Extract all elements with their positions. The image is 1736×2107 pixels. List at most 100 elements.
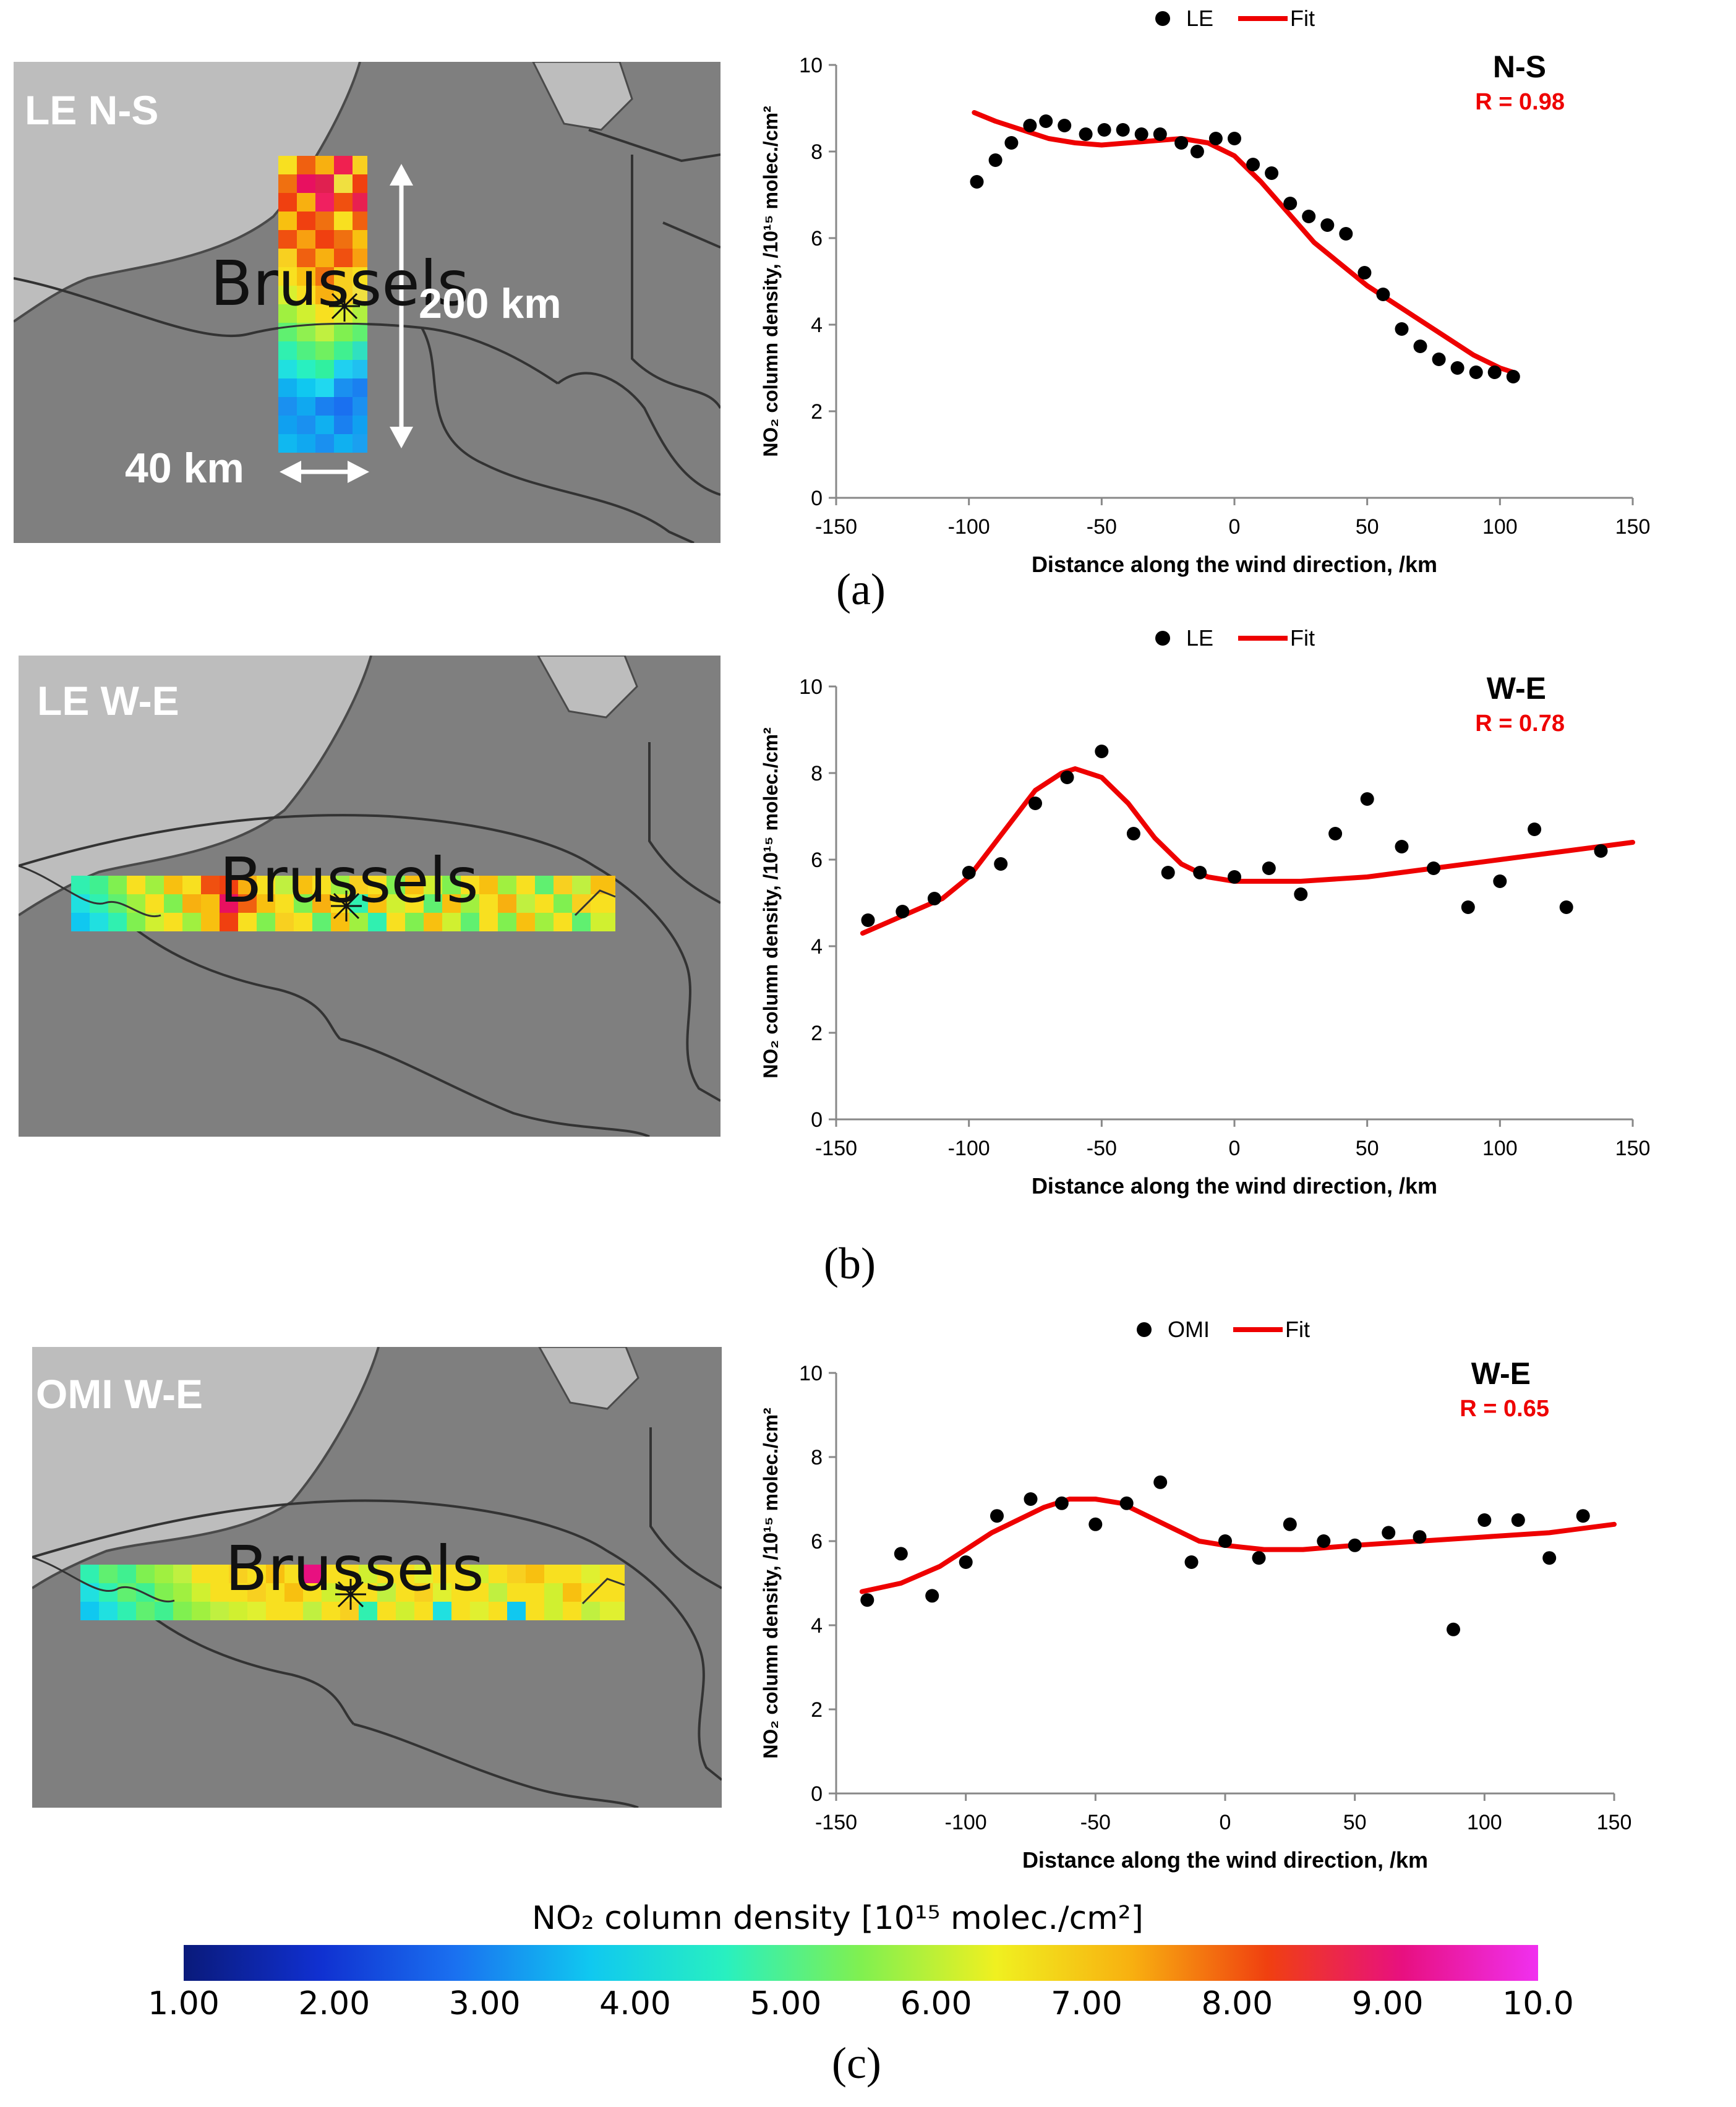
map-panel-c: OMI W-E Brussels [32,1347,722,1808]
data-point [1511,1513,1525,1527]
colorbar-tick-label: 5.00 [750,1985,822,2022]
brussels-marker-a [329,291,360,322]
fit-line [972,110,1516,375]
data-point [1395,840,1409,853]
data-point [1161,866,1175,879]
map-panel-a: LE N-S Brussels 200 km 40 km [14,62,720,543]
data-point [1382,1526,1396,1540]
x-tick-label: 50 [1343,1811,1367,1834]
city-label-c: Brussels [225,1532,484,1605]
data-point [1116,123,1130,137]
y-tick-label: 0 [811,1782,823,1806]
data-point [1294,887,1308,901]
chart-svg-c: 0 2 4 6 8 10 -150 -100 -50 0 50 100 150 Distance alon… [759,1317,1632,1873]
chart-a: 0 2 4 6 8 10 -150 -100 -50 0 50 100 150 Distance alon… [736,0,1736,577]
data-point [1190,145,1204,158]
data-point [1246,158,1260,171]
x-tick-label: 150 [1615,1137,1651,1160]
data-point [1427,861,1440,875]
chart-b: 0 2 4 6 8 10 -150 -100 -50 0 50 100 150 Distance alon… [736,618,1736,1218]
chart-r-annotation: R = 0.65 [1460,1396,1549,1422]
data-point [1461,900,1475,914]
data-point [1487,365,1502,379]
brussels-marker-c [335,1579,366,1610]
city-label-a: Brussels [210,247,469,320]
data-point [1283,1517,1297,1531]
data-point [970,175,984,189]
data-point [1447,1622,1460,1636]
legend-label-points: OMI [1168,1317,1210,1342]
data-point [959,1555,973,1569]
data-point [1302,210,1316,223]
y-tick-label: 4 [811,314,823,337]
data-point [1119,1496,1134,1510]
data-point [1252,1551,1266,1565]
colorbar-title: NO₂ column density [10¹⁵ molec./cm²] [532,1900,1144,1937]
x-tick-label: 150 [1597,1811,1632,1834]
data-point [1028,797,1042,810]
data-point [1054,1496,1069,1510]
map-label-a: LE N-S [25,87,159,133]
y-tick-label: 6 [811,848,823,872]
colorbar-tick-label: 9.00 [1351,1985,1424,2022]
data-point [1097,123,1111,137]
data-point [1493,874,1507,888]
data-point [1095,745,1109,758]
data-point [894,1547,908,1561]
data-point [1228,132,1241,145]
y-tick-label: 0 [811,487,823,510]
legend-marker-points [1155,631,1170,646]
data-point [1506,370,1520,383]
chart-svg-b: 0 2 4 6 8 10 -150 -100 -50 0 50 100 150 Distance alon… [759,625,1651,1199]
data-point [1134,127,1148,141]
data-point [1376,288,1390,301]
data-point [1153,1475,1168,1489]
data-point [1079,127,1093,141]
x-tick-label: 0 [1229,1137,1241,1160]
width-arrow-icon [280,461,369,483]
x-axis-label: Distance along the wind direction, /km [1022,1847,1428,1873]
data-point [990,1509,1004,1523]
data-point [1208,132,1223,145]
colorbar-ticks: 1.00 2.00 3.00 4.00 5.00 6.00 7.00 8.00 9.00 10.0 [0,1985,1736,2028]
data-point [1317,1534,1331,1548]
data-point [988,153,1003,167]
data-point [1126,827,1140,840]
map-label-c: OMI W-E [36,1371,203,1417]
data-point [1395,322,1409,336]
data-point [1413,340,1427,353]
legend-label-points: LE [1186,6,1213,31]
map-panel-b: LE W-E Brussels [19,656,720,1137]
map-label-b: LE W-E [37,678,179,724]
data-point [1228,870,1241,884]
x-tick-label: -50 [1087,515,1117,539]
map-background-a [14,62,720,543]
data-point [1559,900,1573,914]
data-point [1262,861,1276,875]
brussels-marker-b [331,891,362,921]
y-tick-label: 10 [799,1362,823,1385]
length-label: 200 km [419,280,562,327]
data-point [1339,227,1353,241]
data-point [1184,1555,1199,1569]
data-point [1469,365,1483,379]
data-point [1477,1513,1492,1527]
colorbar-tick-label: 4.00 [599,1985,671,2022]
legend-label-fit: Fit [1290,6,1315,31]
data-point [1218,1534,1232,1548]
data-point [1004,136,1019,150]
x-tick-label: -100 [948,515,990,539]
y-tick-label: 4 [811,935,823,959]
y-tick-label: 8 [811,140,823,164]
x-tick-label: -150 [815,515,857,539]
x-tick-label: -50 [1080,1811,1111,1834]
legend-marker-points [1155,11,1170,26]
x-axis-label: Distance along the wind direction, /km [1032,1173,1437,1199]
x-tick-label: 50 [1356,515,1379,539]
data-point [1348,1538,1362,1552]
data-point [860,1593,874,1607]
data-point [925,1589,939,1603]
legend-label-fit: Fit [1290,625,1315,651]
x-tick-label: 100 [1467,1811,1502,1834]
y-axis-label: NO₂ column density, /10¹⁵ molec./cm² [759,1408,782,1758]
